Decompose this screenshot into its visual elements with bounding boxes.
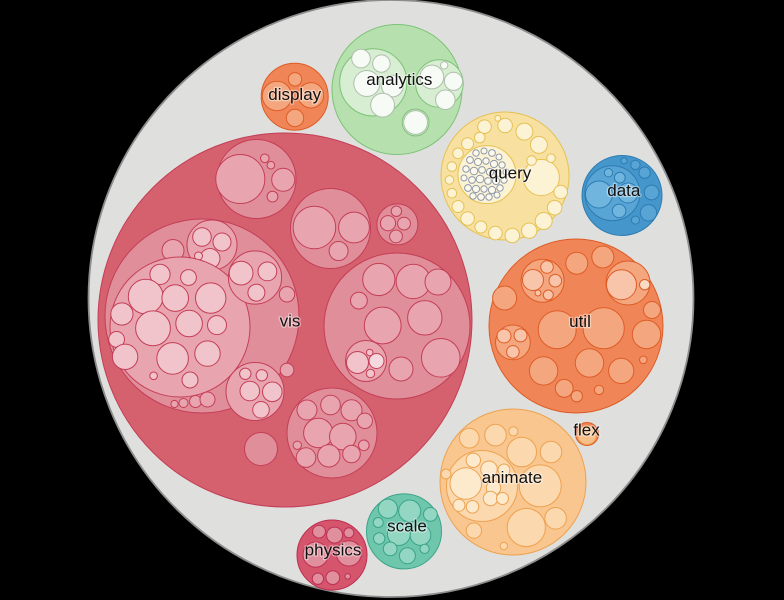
svg-text:display: display xyxy=(268,85,321,104)
svg-text:physics: physics xyxy=(305,541,362,560)
svg-text:data: data xyxy=(607,181,641,200)
svg-text:analytics: analytics xyxy=(366,70,432,89)
svg-text:util: util xyxy=(569,312,591,331)
svg-text:util: util xyxy=(569,312,591,331)
svg-text:query: query xyxy=(489,164,532,183)
svg-text:animate: animate xyxy=(482,468,542,487)
svg-text:animate: animate xyxy=(482,468,542,487)
svg-text:vis: vis xyxy=(280,312,301,331)
svg-text:scale: scale xyxy=(387,517,427,536)
svg-text:flex: flex xyxy=(573,421,600,440)
svg-text:data: data xyxy=(607,181,641,200)
svg-text:vis: vis xyxy=(280,312,301,331)
svg-text:query: query xyxy=(489,164,532,183)
svg-text:display: display xyxy=(268,85,321,104)
svg-text:scale: scale xyxy=(387,517,427,536)
svg-text:physics: physics xyxy=(305,541,362,560)
svg-text:analytics: analytics xyxy=(366,70,432,89)
svg-text:flex: flex xyxy=(573,421,600,440)
